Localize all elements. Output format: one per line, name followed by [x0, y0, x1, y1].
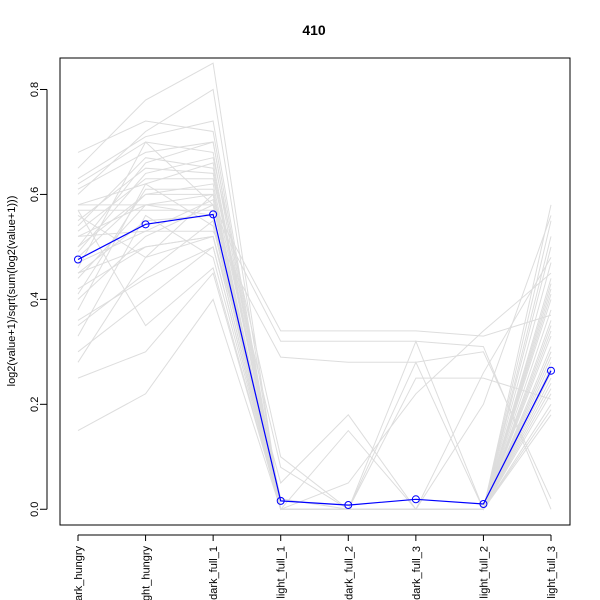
data-point-dark_hungry — [74, 255, 82, 264]
background-line-1 — [77, 141, 552, 510]
x-tick-label: dark_hungry — [73, 546, 85, 600]
chart-title: 410 — [302, 22, 326, 38]
background-line-9 — [77, 214, 552, 510]
x-tick-label: light_hungry — [141, 546, 153, 600]
y-tick-label: 0.6 — [29, 187, 41, 202]
background-line-11 — [77, 272, 552, 510]
background-line-20 — [77, 214, 552, 510]
plot-frame — [59, 57, 571, 526]
data-point-light_full_1 — [276, 496, 285, 505]
background-line-2 — [77, 167, 552, 510]
x-axis: dark_hungry light_hungry dark_full_1 light_… — [73, 534, 558, 600]
background-line-22 — [78, 209, 552, 510]
x-tick-label: dark_full_1 — [208, 546, 220, 600]
data-point-light_full_3 — [547, 366, 555, 375]
data-point-light_full_2 — [479, 500, 488, 509]
background-line-14 — [77, 88, 552, 510]
background-line-4 — [77, 204, 552, 510]
y-tick-label: 0.0 — [29, 502, 41, 517]
background-line-27 — [77, 178, 552, 510]
background-line-35 — [77, 120, 552, 510]
x-tick-label: light_full_1 — [276, 546, 288, 599]
y-axis-title: log2(value+1)/sqrt(sum(log2(value+1))) — [6, 196, 18, 387]
background-line-23 — [77, 230, 552, 500]
background-line-21 — [78, 204, 552, 337]
x-tick-label: light_full_3 — [546, 546, 558, 599]
background-line-26 — [77, 204, 552, 510]
data-point-dark_full_3 — [411, 495, 420, 504]
data-point-dark_full_2 — [344, 501, 353, 510]
background-line-32 — [77, 188, 552, 511]
background-line-5 — [77, 219, 552, 510]
y-axis: 0.0 0.2 0.4 0.6 0.8 — [29, 82, 48, 517]
background-line-15 — [77, 141, 552, 510]
background-line-19 — [77, 141, 552, 510]
x-tick-label: light_full_2 — [478, 546, 490, 599]
data-point-dark_full_1 — [209, 210, 218, 219]
y-tick-label: 0.4 — [29, 292, 41, 307]
data-point-light_hungry — [141, 220, 150, 229]
background-line-13 — [77, 62, 552, 510]
background-lines — [77, 62, 552, 511]
x-tick-label: dark_full_2 — [343, 546, 355, 600]
y-tick-label: 0.8 — [29, 82, 41, 97]
background-line-30 — [77, 141, 552, 510]
background-line-7 — [77, 120, 552, 510]
series-line — [77, 213, 552, 506]
highlighted-series — [74, 210, 555, 510]
background-line-36 — [77, 209, 552, 510]
x-tick-label: dark_full_3 — [411, 546, 423, 600]
y-tick-label: 0.2 — [29, 397, 41, 412]
